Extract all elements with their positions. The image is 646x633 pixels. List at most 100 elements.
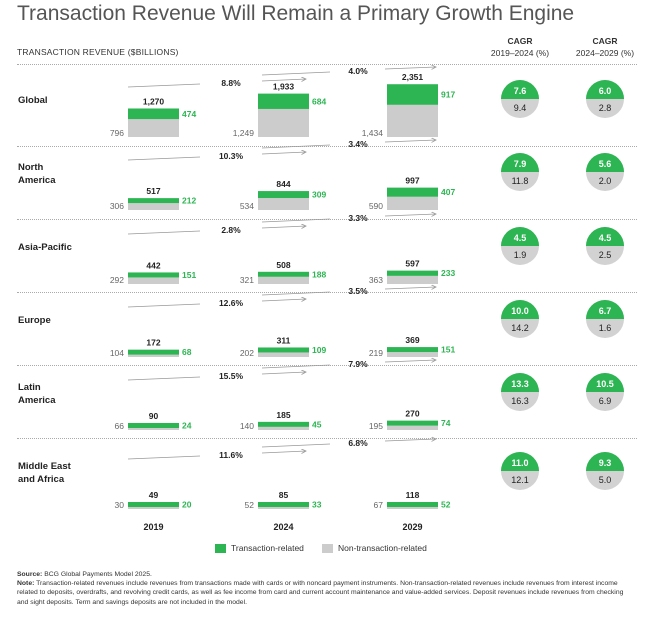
growth-arrow-line: [127, 376, 201, 381]
bar-transaction: [387, 270, 438, 276]
bar-non-transaction: [387, 196, 438, 210]
cagr-circle-top: [501, 300, 539, 319]
legend-item-non-transaction: Non-transaction-related: [322, 543, 427, 553]
transaction-value-label: 20: [182, 500, 192, 510]
bar-transaction: [258, 93, 309, 109]
bar-transaction: [258, 347, 309, 353]
growth-arrow-line: [261, 144, 331, 149]
bar-non-transaction: [128, 354, 179, 357]
chart-title: Transaction Revenue Will Remain a Primar…: [17, 2, 575, 25]
cagr-transaction-value: 5.6: [599, 159, 612, 169]
note-line: Note: Transaction-related revenues inclu…: [17, 579, 629, 607]
cagr-non-transaction-value: 5.0: [599, 475, 612, 485]
cagr-non-transaction-value: 2.0: [599, 176, 612, 186]
growth-arrow-line: [261, 152, 306, 154]
total-value-label: 1,933: [273, 82, 295, 92]
cagr-non-transaction-value: 11.8: [512, 176, 529, 186]
transaction-value-label: 151: [182, 270, 196, 280]
transaction-value-label: 45: [312, 419, 322, 429]
y-axis-label: TRANSACTION REVENUE ($BILLIONS): [17, 47, 179, 57]
cagr-circle-top: [586, 80, 624, 99]
bar-transaction: [258, 271, 309, 277]
cagr-header-line1: CAGR: [592, 36, 618, 46]
bar-non-transaction: [258, 276, 309, 284]
growth-rate-label: 12.6%: [219, 298, 244, 308]
legend-swatch-green: [215, 543, 226, 553]
cagr-circle-top: [586, 373, 624, 392]
cagr-circle-top: [586, 452, 624, 471]
cagr-circle-top: [501, 153, 539, 172]
non-transaction-value-label: 534: [240, 201, 254, 211]
bar-transaction: [387, 187, 438, 197]
transaction-value-label: 74: [441, 418, 451, 428]
non-transaction-value-label: 292: [110, 275, 124, 285]
non-transaction-value-label: 30: [115, 500, 125, 510]
cagr-non-transaction-value: 1.9: [514, 250, 527, 260]
bar-transaction: [128, 108, 179, 120]
non-transaction-value-label: 219: [369, 348, 383, 358]
bar-non-transaction: [128, 507, 179, 509]
cagr-non-transaction-value: 14.2: [511, 323, 529, 333]
cagr-transaction-value: 4.5: [599, 233, 612, 243]
transaction-value-label: 109: [312, 345, 326, 355]
cagr-header-2024-2029: CAGR 2024–2029 (%): [565, 35, 645, 59]
non-transaction-value-label: 796: [110, 128, 124, 138]
non-transaction-value-label: 66: [115, 421, 125, 431]
source-label: Source:: [17, 571, 43, 578]
x-tick-label: 2024: [273, 522, 293, 532]
growth-arrow-line: [127, 83, 201, 88]
total-value-label: 172: [146, 338, 160, 348]
bar-non-transaction: [387, 507, 438, 509]
growth-arrow-line: [261, 451, 306, 453]
cagr-non-transaction-value: 1.6: [599, 323, 612, 333]
cagr-transaction-value: 7.9: [514, 159, 527, 169]
bar-non-transaction: [387, 425, 438, 430]
growth-arrow-line: [261, 299, 306, 301]
total-value-label: 597: [405, 259, 419, 269]
growth-arrow-line: [384, 439, 436, 441]
bar-transaction: [128, 423, 179, 428]
bar-transaction: [128, 502, 179, 507]
cagr-header-line1: CAGR: [507, 36, 533, 46]
growth-arrow-line: [261, 71, 331, 76]
region-name: Asia-Pacific: [18, 242, 72, 253]
cagr-transaction-value: 13.3: [511, 379, 529, 389]
transaction-value-label: 188: [312, 269, 326, 279]
growth-rate-label: 4.0%: [348, 66, 368, 76]
legend-swatch-gray: [322, 543, 333, 553]
growth-arrow-line: [384, 140, 436, 142]
cagr-circle-top: [501, 227, 539, 246]
bar-non-transaction: [258, 108, 309, 137]
transaction-value-label: 24: [182, 421, 192, 431]
growth-rate-label: 3.5%: [348, 286, 368, 296]
x-tick-label: 2019: [143, 522, 163, 532]
bar-transaction: [128, 349, 179, 355]
total-value-label: 270: [405, 409, 419, 419]
cagr-header-2019-2024: CAGR 2019–2024 (%): [480, 35, 560, 59]
bar-transaction: [258, 191, 309, 199]
growth-arrow-line: [261, 79, 306, 81]
growth-rate-label: 7.9%: [348, 359, 368, 369]
note-text: Transaction-related revenues include rev…: [17, 580, 624, 606]
bar-transaction: [258, 421, 309, 427]
transaction-value-label: 474: [182, 109, 196, 119]
bar-transaction: [128, 198, 179, 204]
transaction-value-label: 68: [182, 347, 192, 357]
x-tick-label: 2029: [402, 522, 422, 532]
bar-non-transaction: [258, 507, 309, 509]
total-value-label: 517: [146, 186, 160, 196]
growth-arrow-line: [384, 360, 436, 362]
transaction-value-label: 33: [312, 500, 322, 510]
growth-rate-label: 15.5%: [219, 371, 244, 381]
region-name: North: [18, 162, 44, 173]
bar-transaction: [128, 272, 179, 278]
transaction-value-label: 233: [441, 268, 455, 278]
bar-transaction: [387, 420, 438, 426]
region-name: Global: [18, 95, 48, 106]
growth-rate-label: 10.3%: [219, 151, 244, 161]
legend-label: Non-transaction-related: [338, 543, 427, 553]
cagr-transaction-value: 9.3: [599, 458, 612, 468]
cagr-transaction-value: 4.5: [514, 233, 527, 243]
cagr-transaction-value: 10.0: [511, 306, 529, 316]
cagr-header-line2: 2019–2024 (%): [490, 48, 550, 58]
